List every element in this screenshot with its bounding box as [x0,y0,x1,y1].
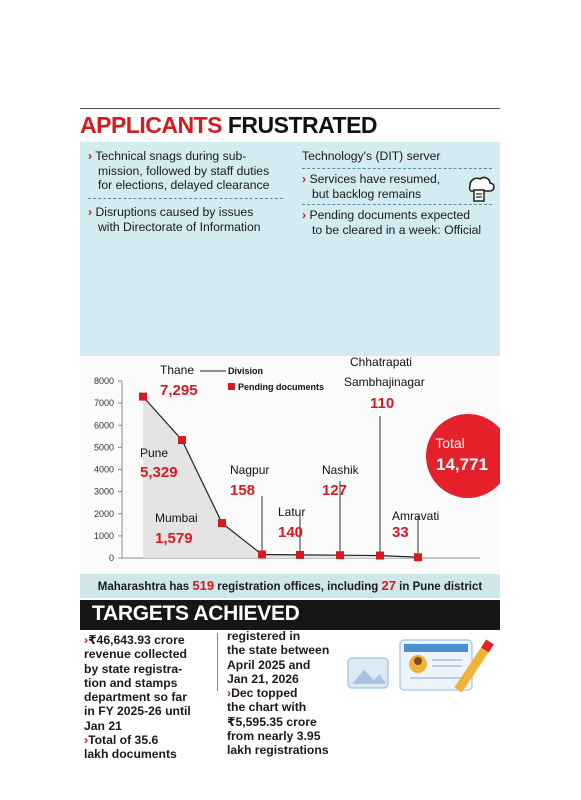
top-rule [80,108,500,109]
value-label: 1,579 [155,530,193,547]
bullet-disruptions: › Disruptions caused by issues with Dire… [88,205,261,234]
y-tick-label: 6000 [94,420,114,430]
value-label: 5,329 [140,464,178,481]
bullet-services-resumed: › Services have resumed, but backlog rem… [302,172,441,201]
y-tick-label: 7000 [94,398,114,408]
arrow-icon: › [88,205,93,219]
total-circle [426,414,500,498]
bullet-dit-server: Technology's (DIT) server [302,149,441,163]
registration-offices-strip: Maharashtra has 519 registration offices… [80,574,500,598]
y-tick-label: 1000 [94,531,114,541]
data-point-nashik [336,551,344,560]
data-point-thane [139,392,147,401]
data-point-amravati [414,553,422,562]
category-label: Nashik [322,463,360,477]
data-point-latur [296,550,304,559]
total-label: Total [435,435,465,451]
category-label: Nagpur [230,463,269,477]
category-label: Mumbai [155,511,198,525]
y-tick-label: 3000 [94,487,114,497]
legend-pending: Pending documents [238,382,324,392]
infographic: APPLICANTS FRUSTRATED › Technical snags … [80,108,500,761]
strip-text-3: in Pune district [395,581,483,593]
bullet-technical-snags: › Technical snags during sub- mission, f… [88,149,270,192]
targets-title-bar: TARGETS ACHIEVED [80,600,500,630]
strip-number-offices: 519 [192,578,215,593]
chart-svg: 0 1000 2000 3000 4000 5000 6000 7000 8000 Thane 7,… [94,356,500,563]
arrow-icon: › [302,172,307,186]
value-label: 158 [230,482,255,499]
y-tick-label: 4000 [94,465,114,475]
targets-title: TARGETS ACHIEVED [92,602,300,625]
y-tick-label: 8000 [94,376,114,386]
bullet-pending-documents: › Pending documents expected to be clear… [302,208,482,237]
strip-text-2: registration offices, including [214,581,382,593]
data-point-mumbai [218,519,226,528]
series-line [142,396,419,558]
documents-pencil-illustration [347,639,494,692]
page-title: APPLICANTS FRUSTRATED [80,112,378,139]
value-label: 110 [370,395,394,412]
divider [302,204,492,205]
legend-pending-swatch [228,383,235,390]
arrow-icon: › [84,733,89,748]
data-point-chhatrapati-sambhajinagar [376,551,384,560]
arrow-icon: › [84,633,89,647]
arrow-icon: › [227,686,232,701]
category-label-line2: Sambhajinagar [344,375,425,389]
value-label: 33 [392,524,409,541]
strip-number-pune: 27 [381,578,396,593]
y-tick-label: 2000 [94,509,114,519]
category-label: Latur [278,505,305,519]
divider [302,168,492,169]
category-label: Chhatrapati [350,356,412,369]
total-value: 14,771 [436,455,488,474]
area-fill [143,396,418,558]
category-label: Thane [160,363,194,377]
value-label: 7,295 [160,382,198,399]
divider [88,198,283,199]
pending-documents-chart: 0 1000 2000 3000 4000 5000 6000 7000 8000 Thane 7,… [80,356,500,574]
y-tick-label: 0 [109,553,114,563]
title-black: FRUSTRATED [227,112,378,138]
arrow-icon: › [88,149,93,163]
category-label: Amravati [392,509,439,523]
title-red: APPLICANTS [80,112,222,138]
targets-column-2: registered in the state between April 20… [227,629,330,758]
value-label: 127 [322,482,347,499]
arrow-icon: › [302,208,307,222]
info-panel: › Technical snags during sub- mission, f… [80,142,500,356]
targets-column-1: ›₹46,643.93 crore revenue collected by s… [84,633,191,762]
category-label: Pune [140,446,168,460]
strip-text-1: Maharashtra has [97,581,193,593]
data-point-pune [178,436,186,445]
value-label: 140 [278,524,303,541]
data-point-nagpur [258,550,266,559]
y-tick-label: 5000 [94,442,114,452]
server-cloud-icon [468,176,495,202]
legend-division: Division [228,366,263,376]
column-divider [217,633,218,691]
